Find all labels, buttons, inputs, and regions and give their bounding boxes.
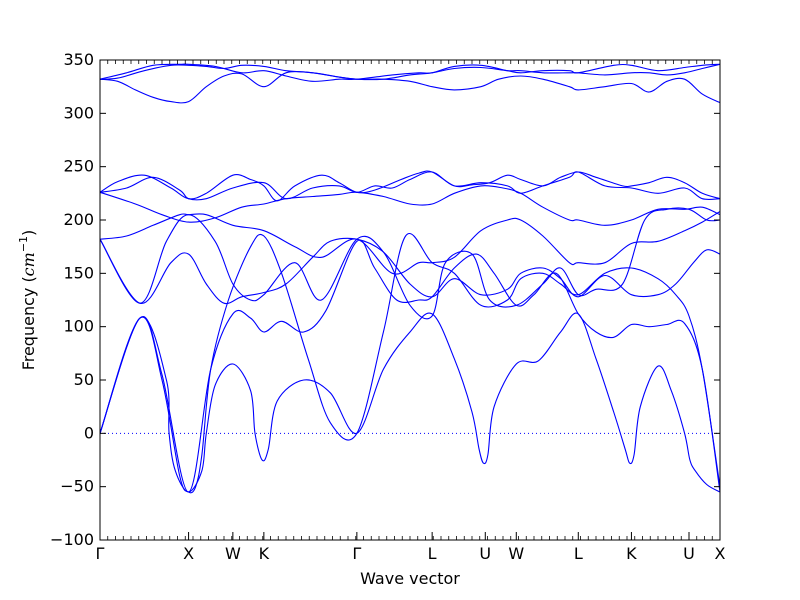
y-tick-label: 200 bbox=[63, 210, 94, 229]
x-tick-label: W bbox=[508, 544, 524, 563]
x-tick-label: L bbox=[428, 544, 437, 563]
plot-area bbox=[99, 63, 721, 494]
band-line-8 bbox=[99, 171, 721, 201]
x-tick-label: X bbox=[715, 544, 726, 563]
x-tick-label: Γ bbox=[352, 544, 361, 563]
band-line-1 bbox=[99, 312, 721, 493]
band-line-11 bbox=[99, 63, 721, 81]
axes-frame bbox=[99, 59, 721, 541]
band-line-6 bbox=[99, 211, 721, 275]
x-tick-label: K bbox=[626, 544, 637, 563]
y-tick-label: 100 bbox=[63, 317, 94, 336]
band-line-9 bbox=[99, 170, 721, 202]
band-line-12 bbox=[99, 71, 721, 104]
x-tick-label: Γ bbox=[96, 544, 105, 563]
x-tick-label: K bbox=[259, 544, 270, 563]
band-line-3 bbox=[99, 239, 721, 493]
y-tick-label: 350 bbox=[63, 50, 94, 69]
x-tick-label: U bbox=[683, 544, 695, 563]
y-tick-label: −100 bbox=[50, 530, 94, 549]
y-tick-label: 300 bbox=[63, 103, 94, 122]
y-tick-label: 250 bbox=[63, 157, 94, 176]
y-axis-label: Frequency (cm−1) bbox=[17, 230, 38, 371]
x-tick-label: X bbox=[183, 544, 194, 563]
x-tick-label: U bbox=[479, 544, 491, 563]
x-axis-label: Wave vector bbox=[360, 569, 460, 588]
y-tick-label: 150 bbox=[63, 263, 94, 282]
band-line-7 bbox=[99, 185, 721, 226]
y-tick-label: 0 bbox=[84, 423, 94, 442]
y-tick-label: −50 bbox=[60, 477, 94, 496]
y-tick-label: 50 bbox=[74, 370, 94, 389]
band-line-4 bbox=[99, 237, 721, 305]
x-tick-label: W bbox=[225, 544, 241, 563]
x-tick-label: L bbox=[574, 544, 583, 563]
band-line-2 bbox=[99, 233, 721, 494]
band-line-5 bbox=[99, 207, 721, 320]
